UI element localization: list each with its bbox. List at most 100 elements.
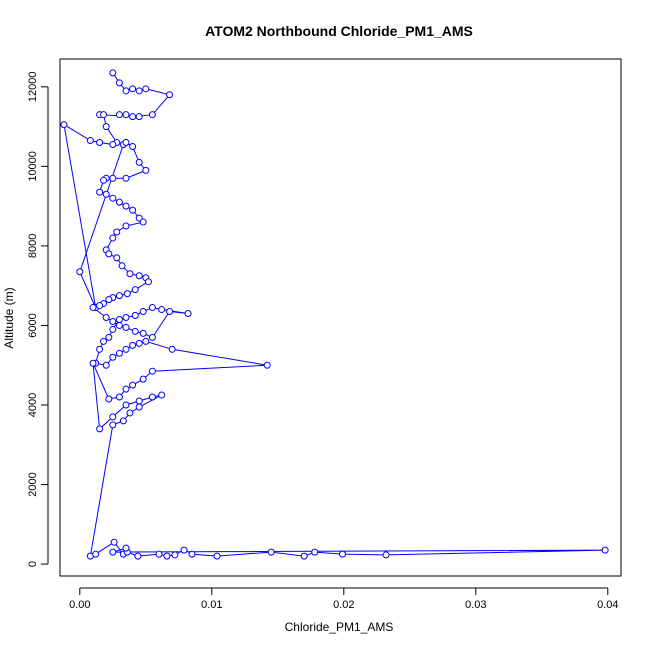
data-point: [122, 323, 130, 331]
data-point: [139, 218, 147, 226]
y-tick-label: 2000: [27, 472, 39, 496]
data-point: [131, 312, 139, 320]
data-point: [148, 111, 156, 119]
data-point: [129, 206, 137, 214]
data-point: [129, 341, 137, 349]
data-point: [100, 337, 108, 345]
data-point: [89, 304, 97, 312]
data-point: [102, 123, 110, 131]
data-point: [96, 425, 104, 433]
data-point: [158, 306, 166, 314]
data-point: [166, 91, 174, 99]
data-point: [123, 290, 131, 298]
plot-frame: [59, 58, 622, 577]
data-point: [122, 314, 130, 321]
data-point: [109, 194, 117, 202]
data-point: [338, 550, 346, 558]
data-point: [122, 345, 130, 353]
data-point: [115, 315, 123, 323]
data-point: [115, 393, 123, 401]
data-point: [122, 202, 130, 210]
plot-area: [60, 69, 609, 560]
data-point: [188, 550, 196, 558]
data-point: [148, 367, 156, 375]
data-point: [131, 286, 139, 294]
data-point: [109, 421, 117, 429]
data-point: [109, 234, 117, 242]
data-point: [115, 349, 123, 357]
y-tick-label: 12000: [27, 72, 39, 103]
data-point: [115, 292, 123, 300]
data-point: [115, 198, 123, 206]
data-point: [109, 548, 117, 556]
data-point: [109, 174, 117, 182]
y-tick-label: 8000: [27, 234, 39, 258]
data-point: [300, 552, 308, 560]
data-point: [109, 353, 117, 361]
x-axis: 0.00 0.01 0.02 0.03 0.04: [69, 587, 619, 611]
data-point: [171, 551, 179, 559]
data-point: [105, 395, 113, 403]
data-point: [267, 548, 275, 556]
data-point: [168, 345, 176, 353]
data-point: [135, 87, 143, 95]
chart-title: ATOM2 Northbound Chloride_PM1_AMS: [205, 23, 473, 39]
data-point: [163, 552, 171, 560]
data-point: [109, 317, 117, 325]
y-tick-label: 4000: [27, 393, 39, 417]
data-point: [102, 314, 110, 321]
data-point: [122, 222, 130, 230]
y-tick-label: 6000: [27, 313, 39, 337]
data-point: [105, 250, 113, 258]
x-tick-label: 0.01: [201, 599, 222, 611]
data-point: [148, 393, 156, 401]
data-point: [105, 333, 113, 341]
data-point: [110, 538, 118, 546]
data-point: [158, 391, 166, 399]
data-point: [100, 176, 108, 184]
data-point: [139, 308, 147, 316]
data-point: [148, 304, 156, 312]
x-tick-label: 0.04: [597, 599, 618, 611]
series-line: [63, 72, 606, 557]
y-axis: 0 2000 4000 6000 8000 10000 12000: [27, 72, 49, 567]
data-point: [129, 113, 137, 121]
data-point: [96, 139, 104, 147]
x-axis-label: Chloride_PM1_AMS: [285, 620, 394, 634]
data-point: [115, 111, 123, 119]
data-point: [109, 141, 117, 149]
data-point: [134, 552, 142, 560]
data-point: [115, 321, 123, 329]
data-point: [139, 329, 147, 337]
data-point: [129, 381, 137, 389]
data-point: [89, 359, 97, 367]
data-point: [166, 308, 174, 316]
data-point: [142, 85, 150, 93]
data-point: [126, 270, 134, 278]
data-point: [115, 79, 123, 87]
data-point: [144, 278, 152, 286]
data-point: [122, 111, 130, 119]
data-point: [86, 137, 94, 145]
data-point: [113, 228, 121, 236]
data-point: [100, 111, 108, 119]
data-point: [60, 121, 68, 129]
data-point: [119, 417, 127, 425]
x-tick-label: 0.00: [69, 599, 90, 611]
data-point: [96, 345, 104, 353]
data-point: [109, 413, 117, 421]
data-point: [184, 310, 192, 318]
data-point: [96, 302, 104, 310]
data-point: [126, 409, 134, 417]
data-point: [102, 190, 110, 198]
data-point: [109, 325, 117, 333]
y-axis-label: Altitude (m): [2, 287, 16, 348]
data-point: [122, 401, 130, 409]
data-point: [180, 546, 188, 554]
data-point: [122, 544, 130, 552]
data-point: [148, 333, 156, 341]
data-point: [135, 113, 143, 121]
y-tick-label: 0: [27, 561, 39, 567]
data-point: [139, 375, 147, 383]
